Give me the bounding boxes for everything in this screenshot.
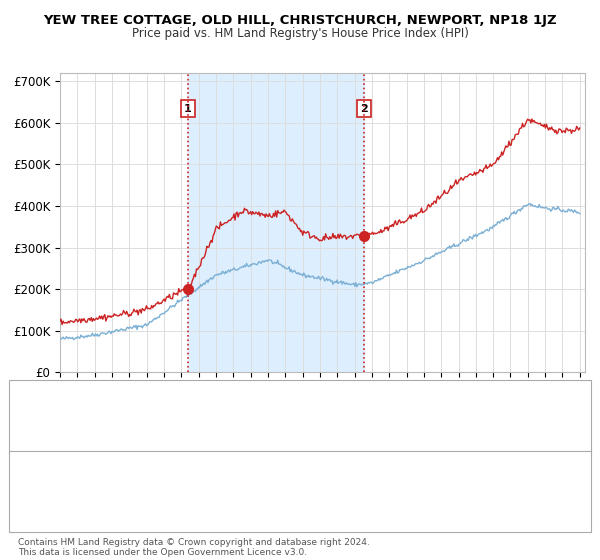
Text: £328,000: £328,000 — [192, 502, 248, 515]
Bar — [188, 73, 364, 372]
Text: HPI: Average price, detached house, Newport: HPI: Average price, detached house, Newp… — [63, 427, 300, 437]
Text: YEW TREE COTTAGE, OLD HILL, CHRISTCHURCH, NEWPORT, NP18 1JZ (detached house): YEW TREE COTTAGE, OLD HILL, CHRISTCHURCH… — [63, 396, 517, 406]
Text: 54% ↑ HPI: 54% ↑ HPI — [342, 502, 404, 515]
Text: 1: 1 — [184, 104, 192, 114]
Text: 2: 2 — [360, 104, 368, 114]
Text: YEW TREE COTTAGE, OLD HILL, CHRISTCHURCH, NEWPORT, NP18 1JZ: YEW TREE COTTAGE, OLD HILL, CHRISTCHURCH… — [43, 14, 557, 27]
Text: 2: 2 — [23, 503, 31, 513]
Text: 1: 1 — [23, 470, 31, 480]
Text: 24-MAY-2002: 24-MAY-2002 — [54, 468, 131, 481]
Text: 13-JUL-2012: 13-JUL-2012 — [54, 502, 126, 515]
Text: Contains HM Land Registry data © Crown copyright and database right 2024.
This d: Contains HM Land Registry data © Crown c… — [18, 538, 370, 557]
Text: £199,500: £199,500 — [192, 468, 248, 481]
Text: 48% ↑ HPI: 48% ↑ HPI — [342, 468, 404, 481]
Text: Price paid vs. HM Land Registry's House Price Index (HPI): Price paid vs. HM Land Registry's House … — [131, 27, 469, 40]
